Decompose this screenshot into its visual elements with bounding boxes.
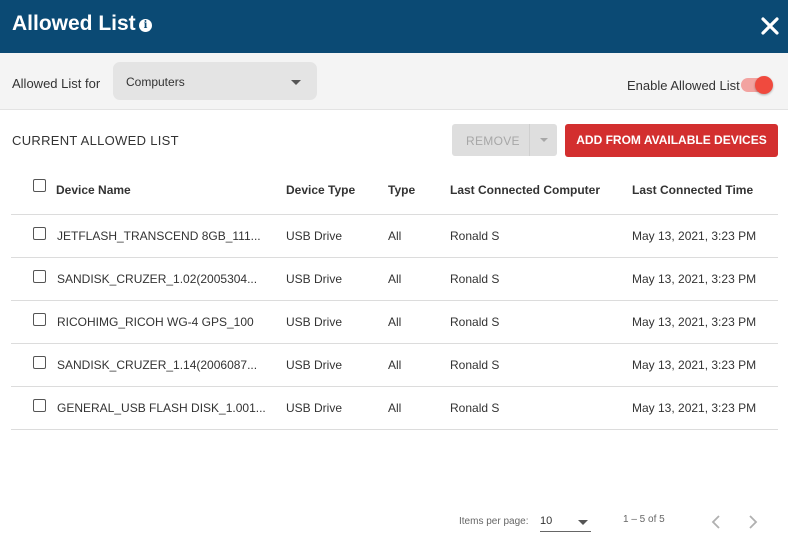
time-cell: May 13, 2021, 3:23 PM: [632, 401, 757, 415]
info-icon[interactable]: i: [139, 19, 152, 32]
allowed-for-select[interactable]: Computers: [113, 62, 317, 100]
table-row[interactable]: SANDISK_CRUZER_1.14(2006087... USB Drive…: [11, 344, 778, 387]
enable-allowed-list-toggle[interactable]: [741, 76, 773, 94]
device-name-cell: RICOHIMG_RICOH WG-4 GPS_100: [57, 315, 254, 329]
section-title: CURRENT ALLOWED LIST: [12, 133, 179, 148]
dialog-header: Allowed List i: [0, 0, 788, 53]
time-cell: May 13, 2021, 3:23 PM: [632, 229, 757, 243]
row-checkbox[interactable]: [33, 399, 46, 412]
time-cell: May 13, 2021, 3:23 PM: [632, 272, 757, 286]
toggle-knob: [755, 76, 773, 94]
items-per-page-select[interactable]: 10: [540, 512, 591, 532]
table-header-divider: [11, 214, 778, 215]
caret-down-icon: [540, 138, 548, 142]
computer-cell: Ronald S: [450, 229, 500, 243]
column-header-device-type[interactable]: Device Type: [286, 183, 356, 197]
table-row[interactable]: JETFLASH_TRANSCEND 8GB_111... USB Drive …: [11, 215, 778, 258]
column-header-type[interactable]: Type: [388, 183, 416, 197]
select-all-checkbox[interactable]: [33, 179, 46, 192]
device-type-cell: USB Drive: [286, 272, 343, 286]
remove-button-divider: [529, 124, 530, 156]
device-type-cell: USB Drive: [286, 401, 343, 415]
allowed-for-value: Computers: [126, 75, 185, 89]
table-row[interactable]: RICOHIMG_RICOH WG-4 GPS_100 USB Drive Al…: [11, 301, 778, 344]
device-name-cell: SANDISK_CRUZER_1.02(2005304...: [57, 272, 258, 286]
items-per-page-value: 10: [540, 515, 553, 527]
chevron-left-icon[interactable]: [709, 514, 723, 530]
caret-down-icon: [578, 520, 588, 525]
column-header-last-connected-time[interactable]: Last Connected Time: [632, 183, 754, 197]
column-header-last-connected-computer[interactable]: Last Connected Computer: [450, 183, 601, 197]
toolbar: Allowed List for Computers Enable Allowe…: [0, 53, 788, 110]
row-checkbox[interactable]: [33, 313, 46, 326]
device-name-cell: SANDISK_CRUZER_1.14(2006087...: [57, 358, 258, 372]
device-type-cell: USB Drive: [286, 315, 343, 329]
chevron-right-icon[interactable]: [746, 514, 760, 530]
type-cell: All: [388, 358, 402, 372]
close-icon[interactable]: [758, 14, 782, 38]
computer-cell: Ronald S: [450, 358, 500, 372]
table-row[interactable]: SANDISK_CRUZER_1.02(2005304... USB Drive…: [11, 258, 778, 301]
row-checkbox[interactable]: [33, 270, 46, 283]
allowed-for-label: Allowed List for: [12, 76, 101, 91]
time-cell: May 13, 2021, 3:23 PM: [632, 315, 757, 329]
type-cell: All: [388, 272, 402, 286]
computer-cell: Ronald S: [450, 401, 500, 415]
remove-button[interactable]: REMOVE: [452, 124, 557, 156]
computer-cell: Ronald S: [450, 315, 500, 329]
caret-down-icon: [291, 80, 301, 85]
column-header-device-name[interactable]: Device Name: [56, 183, 131, 197]
remove-button-label: REMOVE: [466, 134, 520, 148]
items-per-page-label: Items per page:: [459, 516, 529, 527]
enable-allowed-list-label: Enable Allowed List: [627, 78, 740, 93]
type-cell: All: [388, 401, 402, 415]
page-range-label: 1 – 5 of 5: [623, 514, 665, 525]
device-type-cell: USB Drive: [286, 358, 343, 372]
time-cell: May 13, 2021, 3:23 PM: [632, 358, 757, 372]
computer-cell: Ronald S: [450, 272, 500, 286]
row-checkbox[interactable]: [33, 356, 46, 369]
add-from-available-devices-button[interactable]: ADD FROM AVAILABLE DEVICES: [565, 124, 778, 157]
type-cell: All: [388, 315, 402, 329]
row-checkbox[interactable]: [33, 227, 46, 240]
device-name-cell: JETFLASH_TRANSCEND 8GB_111...: [57, 229, 261, 243]
device-name-cell: GENERAL_USB FLASH DISK_1.001...: [57, 401, 266, 415]
dialog-title: Allowed List: [12, 12, 136, 35]
table-row[interactable]: GENERAL_USB FLASH DISK_1.001... USB Driv…: [11, 387, 778, 430]
device-type-cell: USB Drive: [286, 229, 343, 243]
type-cell: All: [388, 229, 402, 243]
